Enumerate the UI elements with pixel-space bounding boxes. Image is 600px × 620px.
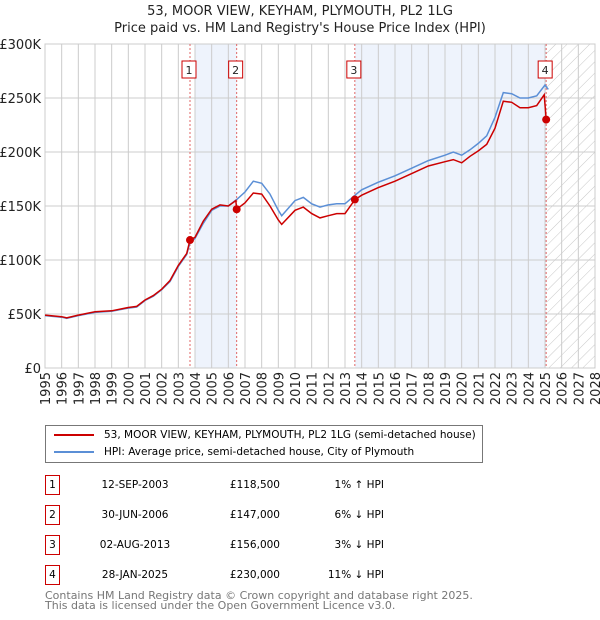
transaction-hpi-diff: 11% ↓ HPI: [327, 569, 384, 581]
sale-4-label: 4: [542, 64, 549, 77]
sale-1-label: 1: [186, 64, 193, 77]
sale-1-point: [186, 236, 194, 245]
legend-swatch-blue: [54, 451, 94, 453]
y-tick-label: £200K: [0, 146, 41, 161]
footer-line-2: This data is licensed under the Open Gov…: [45, 599, 396, 612]
transaction-date: 30-JUN-2006: [101, 509, 169, 521]
x-tick-label: 2020: [456, 372, 471, 405]
x-tick-label: 2018: [422, 372, 437, 405]
transaction-hpi-diff: 3% ↓ HPI: [334, 539, 384, 551]
footer: Contains HM Land Registry data © Crown c…: [45, 589, 473, 612]
transaction-number: 1: [45, 475, 60, 495]
x-tick-label: 2003: [172, 372, 187, 405]
y-tick-label: £300K: [0, 38, 41, 53]
x-tick-label: 1995: [39, 372, 54, 405]
x-tick-label: 2016: [389, 372, 404, 405]
sale-3-point: [350, 195, 359, 204]
legend-swatch-red: [54, 434, 94, 436]
sale-2-label: 2: [232, 64, 239, 77]
x-tick-label: 2028: [589, 372, 600, 405]
y-tick-label: £0: [24, 362, 41, 377]
sale-3-label: 3: [350, 64, 357, 77]
property-price-line: [44, 92, 547, 319]
x-tick-label: 2023: [506, 372, 521, 405]
chart-legend: 53, MOOR VIEW, KEYHAM, PLYMOUTH, PL2 1LG…: [45, 425, 483, 463]
y-tick-label: £250K: [0, 92, 41, 107]
x-tick-label: 2026: [556, 372, 571, 405]
x-tick-label: 2024: [522, 372, 537, 405]
x-tick-label: 1997: [72, 372, 87, 405]
x-tick-label: 2009: [272, 372, 287, 405]
transaction-row: 2 30-JUN-2006 £147,000 6% ↓ HPI: [45, 505, 445, 525]
x-tick-label: 2019: [439, 372, 454, 405]
transaction-row: 1 12-SEP-2003 £118,500 1% ↑ HPI: [45, 475, 445, 495]
sale-1-label-box: [181, 60, 197, 79]
chart-subtitle: Price paid vs. HM Land Registry's House …: [114, 21, 486, 36]
transaction-hpi-diff: 6% ↓ HPI: [334, 509, 384, 521]
transaction-hpi-diff: 1% ↑ HPI: [334, 479, 384, 491]
x-tick-label: 1998: [89, 372, 104, 405]
x-tick-label: 2002: [156, 372, 171, 405]
x-tick-label: 2004: [189, 372, 204, 405]
sale-3-label-box: [346, 60, 362, 79]
footer-line-1: Contains HM Land Registry data © Crown c…: [45, 589, 473, 602]
x-tick-label: 2001: [139, 372, 154, 405]
y-tick-label: £50K: [8, 308, 42, 323]
sale-4-point: [542, 115, 551, 124]
transaction-date: 12-SEP-2003: [101, 479, 169, 491]
x-tick-label: 2021: [472, 372, 487, 405]
x-tick-label: 2011: [306, 372, 321, 405]
x-tick-label: 1996: [56, 372, 71, 405]
y-tick-label: £100K: [0, 254, 41, 269]
x-tick-label: 2014: [356, 372, 371, 405]
sale-2-point: [232, 205, 241, 214]
transaction-date: 28-JAN-2025: [101, 569, 169, 581]
sale-4-label-box: [537, 60, 553, 79]
x-tick-label: 2006: [222, 372, 237, 405]
legend-label-hpi: HPI: Average price, semi-detached house,…: [104, 446, 415, 458]
x-tick-label: 2027: [572, 372, 587, 405]
transaction-price: £118,500: [229, 479, 280, 491]
transaction-row: 4 28-JAN-2025 £230,000 11% ↓ HPI: [45, 565, 445, 585]
x-tick-label: 2017: [406, 372, 421, 405]
x-tick-label: 2012: [322, 372, 337, 405]
x-tick-label: 1999: [106, 372, 121, 405]
transaction-number: 3: [45, 535, 60, 555]
x-tick-label: 2007: [239, 372, 254, 405]
legend-item-property: 53, MOOR VIEW, KEYHAM, PLYMOUTH, PL2 1LG…: [54, 427, 476, 443]
x-tick-label: 2008: [256, 372, 271, 405]
x-tick-label: 2000: [122, 372, 137, 405]
chart-title: 53, MOOR VIEW, KEYHAM, PLYMOUTH, PL2 1LG: [147, 4, 453, 19]
sale-2-label-box: [228, 60, 244, 79]
transaction-price: £156,000: [229, 539, 280, 551]
transaction-row: 3 02-AUG-2013 £156,000 3% ↓ HPI: [45, 535, 445, 555]
x-tick-label: 2022: [489, 372, 504, 405]
transaction-number: 4: [45, 565, 60, 585]
legend-item-hpi: HPI: Average price, semi-detached house,…: [54, 444, 414, 460]
plot-frame: [44, 43, 596, 369]
x-tick-label: 2025: [539, 372, 554, 405]
transaction-price: £230,000: [229, 569, 280, 581]
x-tick-label: 2015: [372, 372, 387, 405]
x-tick-label: 2013: [339, 372, 354, 405]
y-tick-label: £150K: [0, 200, 41, 215]
legend-label-property: 53, MOOR VIEW, KEYHAM, PLYMOUTH, PL2 1LG…: [104, 429, 476, 441]
transaction-number: 2: [45, 505, 60, 525]
transaction-price: £147,000: [229, 509, 280, 521]
transaction-date: 02-AUG-2013: [99, 539, 171, 551]
x-tick-label: 2010: [289, 372, 304, 405]
x-tick-label: 2005: [206, 372, 221, 405]
